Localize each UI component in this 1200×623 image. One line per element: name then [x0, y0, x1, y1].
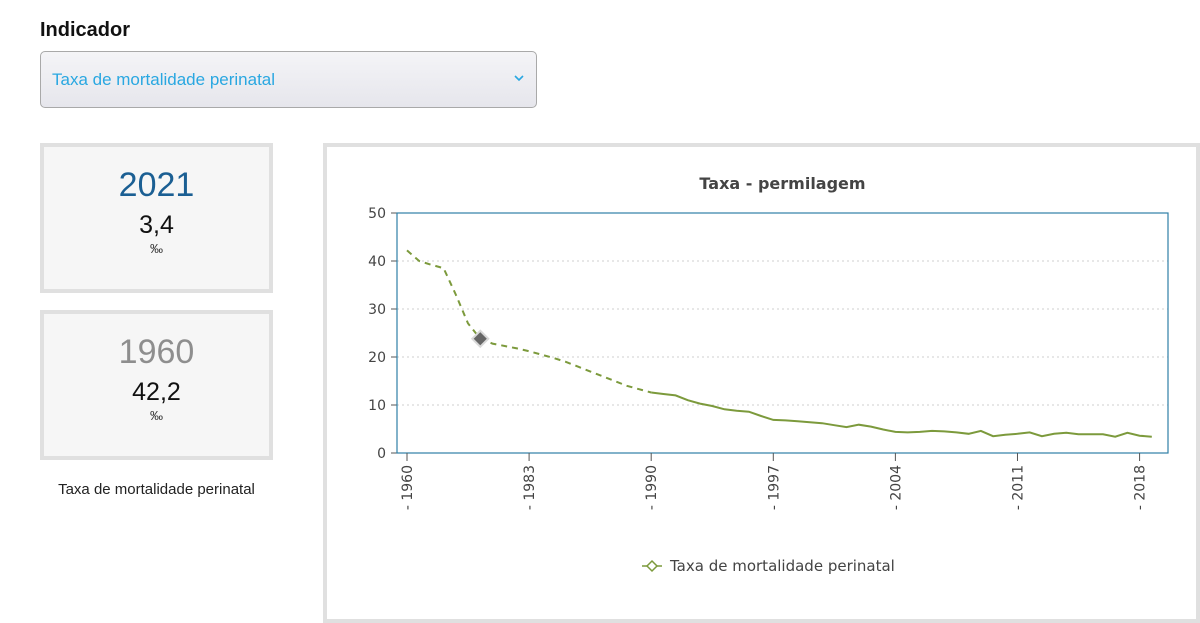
series-line-dashed: [406, 249, 482, 340]
x-tick-label: - 2004: [888, 465, 904, 510]
stat-card-baseline: 1960 42,2 ‰: [40, 310, 273, 460]
x-tick-label: - 1997: [766, 465, 782, 510]
x-tick-label: - 2018: [1133, 465, 1149, 510]
indicator-label: Indicador: [40, 19, 131, 41]
chart-title: Taxa - permilagem: [699, 174, 865, 193]
indicator-select-value: Taxa de mortalidade perinatal: [52, 70, 276, 89]
y-tick-label: 30: [368, 302, 386, 318]
x-tick-label: - 2011: [1010, 465, 1026, 510]
card-year: 2021: [118, 166, 195, 204]
series-line: [651, 391, 1152, 438]
card-caption: Taxa de mortalidade perinatal: [58, 481, 255, 498]
legend-label: Taxa de mortalidade perinatal: [669, 557, 895, 575]
stat-card-current: 2021 3,4 ‰: [40, 143, 273, 293]
x-tick-label: - 1990: [644, 465, 660, 510]
card-value: 42,2: [132, 378, 181, 406]
card-unit: ‰: [150, 241, 163, 256]
chart-panel: Taxa - permilagem 0 10 20 30 40 50 - 1960 - 1983…: [323, 143, 1200, 623]
y-tick-label: 50: [368, 206, 386, 222]
card-unit: ‰: [150, 408, 163, 423]
card-year: 1960: [118, 333, 195, 371]
y-tick-label: 20: [368, 350, 386, 366]
card-value: 3,4: [139, 211, 174, 239]
y-tick-label: 40: [368, 254, 386, 270]
y-tick-label: 10: [368, 398, 386, 414]
diamond-marker-icon: [470, 329, 490, 349]
line-chart: Taxa - permilagem 0 10 20 30 40 50 - 1960 - 1983…: [368, 174, 1169, 575]
y-tick-label: 0: [377, 446, 386, 462]
diamond-marker-icon: [645, 559, 659, 573]
x-tick-label: - 1983: [522, 465, 538, 510]
series-line-dashed: [479, 337, 652, 394]
x-tick-label: - 1960: [400, 465, 416, 510]
chevron-down-icon: [513, 71, 525, 83]
plot-border: [396, 212, 1169, 454]
indicator-select[interactable]: Taxa de mortalidade perinatal: [40, 51, 537, 108]
